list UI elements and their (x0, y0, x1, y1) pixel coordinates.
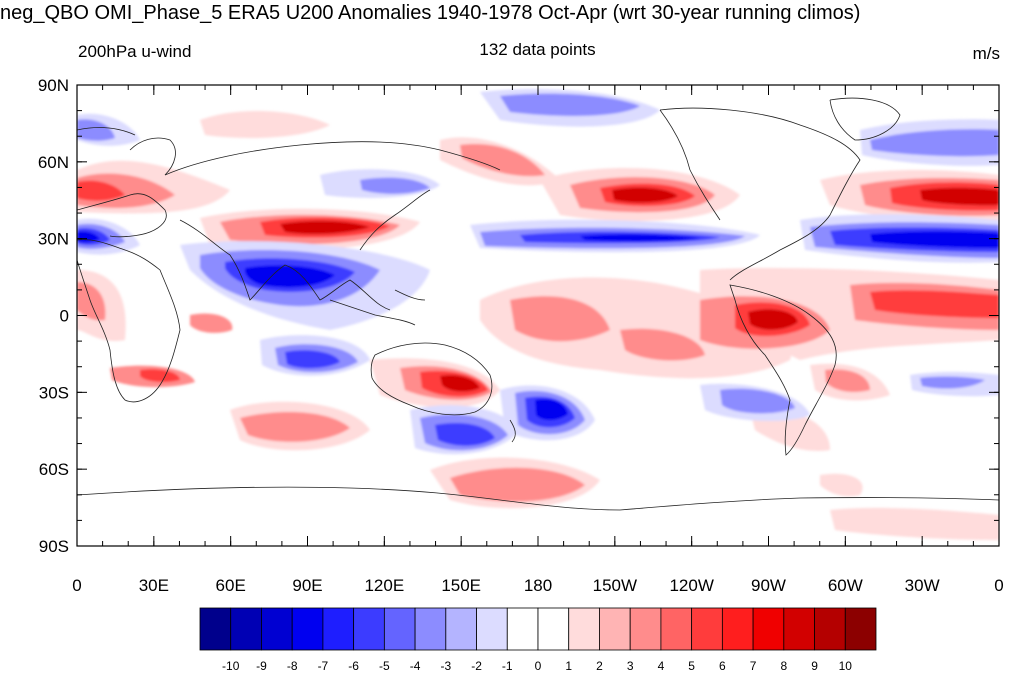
longitude-label: 180 (524, 576, 552, 595)
colorbar-swatch (230, 607, 262, 651)
colorbar-swatch (568, 607, 600, 651)
latitude-label: 0 (60, 307, 69, 326)
colorbar-label: 0 (535, 659, 542, 673)
colorbar-swatch (199, 607, 232, 651)
colorbar-label: -9 (256, 659, 267, 673)
colorbar-swatch (261, 607, 293, 651)
colorbar-label: -4 (410, 659, 421, 673)
latitude-label: 60S (39, 460, 69, 479)
colorbar-label: -8 (287, 659, 298, 673)
colorbar-label: 10 (839, 659, 853, 673)
longitude-label: 120W (669, 576, 713, 595)
anomaly-field (77, 85, 999, 546)
colorbar-swatch (322, 607, 355, 651)
colorbar (199, 607, 877, 651)
axis-ticks (76, 84, 1000, 547)
colorbar-swatch (721, 607, 754, 651)
colorbar-swatch (445, 607, 477, 651)
colorbar-label: -6 (348, 659, 359, 673)
longitude-label: 90E (292, 576, 322, 595)
colorbar-swatch (414, 607, 447, 651)
longitude-labels: 0 30E 60E 90E 120E 150E 180 150W 120W 90W 60W 30W 0 (72, 576, 1003, 595)
colorbar-swatch (599, 607, 631, 651)
colorbar-swatch (629, 607, 662, 651)
colorbar-label: 1 (565, 659, 572, 673)
colorbar-label: -1 (502, 659, 513, 673)
colorbar-label: -2 (471, 659, 482, 673)
longitude-label: 120E (364, 576, 404, 595)
colorbar-swatch (691, 607, 723, 651)
units-label: m/s (972, 44, 1000, 63)
colorbar-label: 6 (719, 659, 726, 673)
longitude-label: 30E (139, 576, 169, 595)
colorbar-labels: -10 -9 -8 -7 -6 -5 -4 -3 -2 -1 0 1 2 3 4 5 6 7 8 9 10 (222, 659, 852, 673)
latitude-label: 90N (38, 76, 69, 95)
longitude-label: 30W (905, 576, 940, 595)
longitude-label: 150W (593, 576, 637, 595)
colorbar-label: 3 (627, 659, 634, 673)
colorbar-label: 4 (658, 659, 665, 673)
colorbar-swatch (291, 607, 324, 651)
longitude-label: 150E (441, 576, 481, 595)
colorbar-label: -3 (440, 659, 451, 673)
data-count-label: 132 data points (479, 40, 596, 59)
colorbar-swatch (537, 607, 570, 651)
latitude-labels: 90N 60N 30N 0 30S 60S 90S (38, 76, 69, 556)
longitude-label: 0 (72, 576, 81, 595)
colorbar-swatch (814, 607, 846, 651)
map-title: neg_QBO OMI_Phase_5 ERA5 U200 Anomalies … (0, 2, 861, 24)
latitude-label: 30S (39, 383, 69, 402)
colorbar-swatch (383, 607, 416, 651)
longitude-label: 60W (828, 576, 863, 595)
colorbar-swatch (353, 607, 385, 651)
variable-label: 200hPa u-wind (78, 42, 192, 61)
colorbar-label: 8 (780, 659, 787, 673)
colorbar-swatch (752, 607, 785, 651)
coastlines (77, 97, 999, 511)
latitude-label: 90S (39, 537, 69, 556)
longitude-label: 0 (994, 576, 1003, 595)
colorbar-label: -10 (222, 659, 240, 673)
longitude-label: 90W (751, 576, 786, 595)
colorbar-swatch (783, 607, 815, 651)
colorbar-swatch (660, 607, 693, 651)
colorbar-label: -7 (318, 659, 329, 673)
colorbar-label: 2 (596, 659, 603, 673)
colorbar-swatch (476, 607, 508, 651)
latitude-label: 30N (38, 230, 69, 249)
colorbar-label: 7 (750, 659, 757, 673)
colorbar-swatch (844, 607, 877, 651)
colorbar-label: -5 (379, 659, 390, 673)
longitude-label: 60E (216, 576, 246, 595)
latitude-label: 60N (38, 153, 69, 172)
colorbar-label: 5 (688, 659, 695, 673)
colorbar-swatch (506, 607, 539, 651)
colorbar-label: 9 (811, 659, 818, 673)
